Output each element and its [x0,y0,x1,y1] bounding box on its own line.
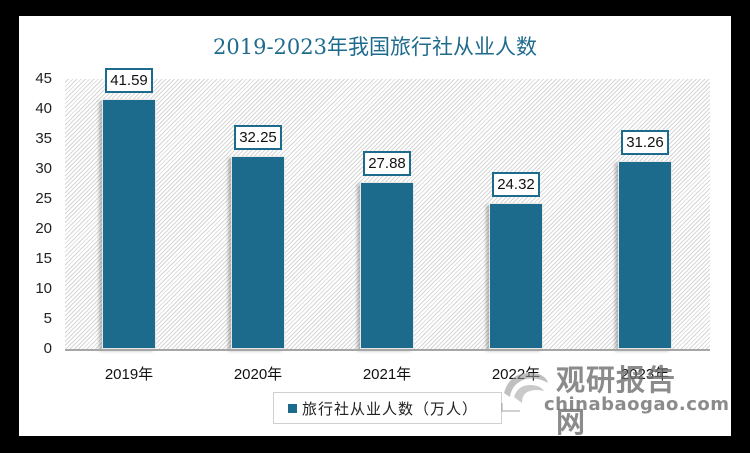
x-tick-label: 2023年 [620,366,670,383]
x-tick-label: 2021年 [362,366,412,383]
value-label: 27.88 [363,150,411,176]
legend-label: 旅行社从业人数（万人） [302,399,479,418]
value-label: 41.59 [105,68,153,94]
y-tick-label: 15 [35,250,52,267]
x-tick-label: 2022年 [491,366,541,383]
value-label: 32.25 [234,124,282,150]
x-tick-label: 2019年 [104,366,154,383]
legend: 旅行社从业人数（万人） [273,392,502,424]
value-label: 24.32 [492,172,540,198]
y-tick-label: 45 [35,70,52,87]
legend-swatch-icon [288,403,297,413]
y-tick-label: 40 [35,100,52,117]
bar-2022年 [489,203,543,349]
x-axis-line [65,349,710,351]
y-tick-label: 30 [35,160,52,177]
value-label: 31.26 [621,130,669,156]
y-tick-label: 10 [35,280,52,297]
bar-2019年 [102,99,156,349]
x-tick-label: 2020年 [233,366,283,383]
bar-2020年 [231,155,285,349]
y-tick-label: 5 [43,310,52,327]
y-tick-label: 35 [35,130,52,147]
y-tick-label: 20 [35,220,52,237]
y-tick-label: 25 [35,190,52,207]
bar-2021年 [360,181,414,349]
chart-title: 2019-2023年我国旅行社从业人数 [213,35,537,59]
y-tick-label: 0 [43,340,52,357]
bar-2023年 [618,161,672,349]
